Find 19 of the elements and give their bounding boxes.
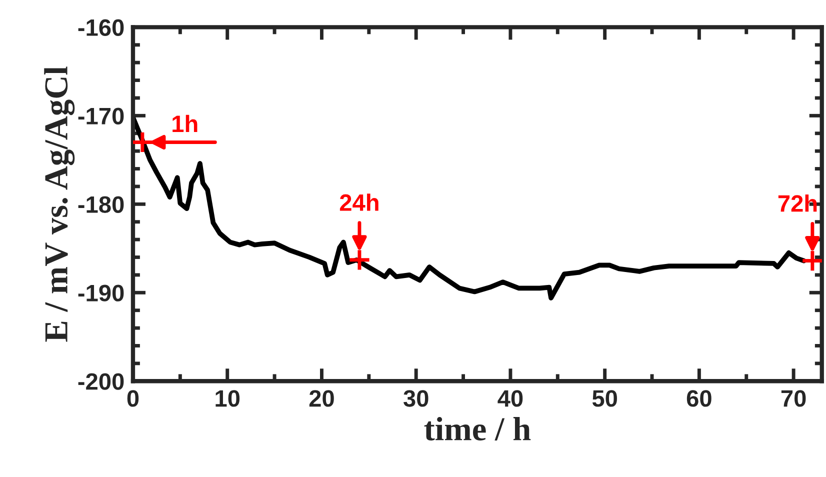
x-tick-label: 10 (216, 390, 240, 407)
y-tick-label: -200 (78, 373, 124, 390)
x-tick-label: 60 (686, 390, 712, 407)
x-tick-label: 70 (781, 390, 806, 407)
annotation: 72h (778, 194, 817, 212)
y-axis-title: E / mV vs. Ag/AgCl (44, 66, 75, 342)
x-tick-label: 50 (592, 390, 617, 407)
y-tick-label: -170 (78, 108, 124, 124)
x-tick-label: 0 (127, 390, 139, 407)
y-tick-label: -190 (78, 284, 124, 302)
x-tick-label: 20 (309, 390, 334, 407)
x-tick-label: 30 (404, 390, 428, 407)
y-tick-label: -180 (78, 196, 124, 213)
point (132, 130, 154, 154)
x-tick-label: 40 (498, 390, 523, 407)
annotation: 1h (172, 114, 198, 132)
y-tick-label: -160 (78, 19, 124, 36)
annotation: 24h (340, 194, 378, 211)
x-axis-title: time / h (424, 417, 531, 440)
